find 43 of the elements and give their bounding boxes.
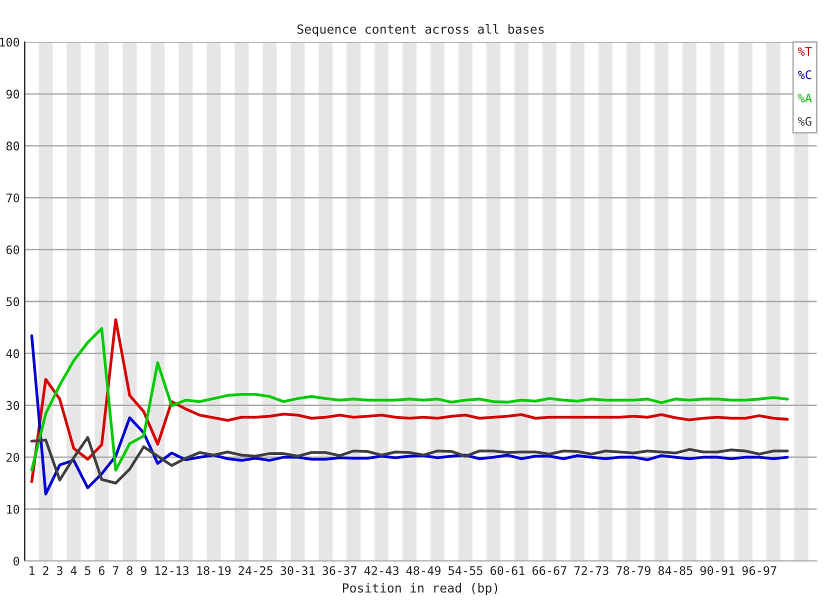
x-tick-label: 42-43: [364, 566, 398, 576]
y-tick-label: 20: [6, 452, 20, 462]
x-tick-label: 54-55: [448, 566, 482, 576]
y-tick-label: 0: [14, 556, 20, 566]
x-tick-label: 24-25: [238, 566, 272, 576]
x-tick-label: 8: [126, 566, 132, 576]
x-tick-label: 90-91: [700, 566, 734, 576]
line-series: [30, 334, 789, 496]
y-tick-label: 90: [6, 90, 20, 99]
x-tick-label: 3: [56, 566, 62, 576]
x-tick-label: 18-19: [197, 566, 231, 576]
x-tick-label: 1: [30, 566, 34, 575]
x-tick-label: 5: [84, 566, 90, 576]
x-axis-title: Position in read (bp): [342, 582, 498, 596]
y-tick-label: 40: [6, 349, 20, 358]
x-tick-label: 72-73: [574, 566, 608, 576]
x-tick-label: 7: [112, 566, 118, 575]
y-tick-label: 100: [0, 38, 20, 47]
text: %C: [798, 70, 812, 80]
x-tick-label: 60-61: [490, 566, 524, 576]
chart-title: Sequence content across all bases: [297, 24, 544, 36]
x-tick-label: 66-67: [532, 566, 566, 576]
y-tick-label: 80: [6, 142, 20, 150]
x-tick-label: 12-13: [155, 566, 189, 576]
x-tick-label: 4: [70, 566, 77, 575]
x-tick-label: 84-85: [658, 566, 692, 576]
x-tick-label: 36-37: [322, 566, 356, 576]
x-tick-label: 6: [98, 566, 104, 576]
x-tick-label: 48-49: [406, 566, 441, 576]
text: %G: [798, 116, 812, 126]
text: %A: [798, 94, 812, 102]
x-tick-label: 96-97: [742, 566, 776, 576]
line-series: [30, 436, 789, 485]
x-tick-label: 78-79: [616, 566, 650, 576]
y-tick-label: 30: [6, 401, 20, 410]
x-tick-label: 30-31: [280, 566, 315, 576]
x-tick-label: 9: [140, 566, 146, 576]
y-tick-label: 50: [6, 297, 20, 306]
y-tick-label: 10: [7, 504, 20, 514]
y-tick-label: 70: [6, 193, 20, 202]
x-tick-label: 2: [43, 566, 48, 575]
y-tick-label: 60: [6, 245, 20, 254]
text: %T: [798, 47, 812, 56]
